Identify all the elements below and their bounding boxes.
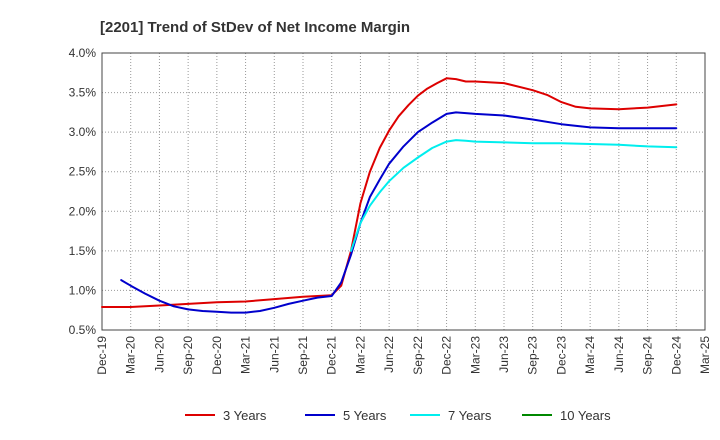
legend-label-10-years: 10 Years (560, 408, 611, 423)
x-tick-label: Sep-21 (296, 336, 310, 375)
x-tick-label: Mar-24 (583, 336, 597, 374)
y-tick-label: 2.5% (69, 165, 97, 179)
x-tick-label: Dec-19 (95, 336, 109, 375)
y-tick-label: 0.5% (69, 323, 97, 337)
grid (102, 53, 705, 330)
legend-label-5-years: 5 Years (343, 408, 387, 423)
x-tick-label: Sep-20 (181, 336, 195, 375)
plot-area (101, 52, 706, 331)
x-tick-label: Mar-20 (124, 336, 138, 374)
series-line-5-years (120, 111, 678, 314)
x-tick-label: Mar-25 (698, 336, 712, 374)
series-line-3-years (101, 77, 678, 308)
x-tick-label: Sep-24 (641, 336, 655, 375)
chart-title: [2201] Trend of StDev of Net Income Marg… (100, 19, 410, 36)
x-tick-label: Jun-24 (612, 336, 626, 373)
series-lines (101, 77, 678, 314)
y-tick-label: 1.0% (69, 283, 97, 297)
y-tick-label: 2.0% (69, 204, 97, 218)
x-axis: Dec-19 Mar-20 Jun-20 Sep-20 Dec-20 Mar-21 Jun-… (95, 336, 712, 375)
y-axis: 0.5% 1.0% 1.5% 2.0% 2.5% 3.0% 3.5% 4.0% (69, 46, 97, 337)
x-tick-label: Jun-20 (152, 336, 166, 373)
legend-label-3-years: 3 Years (223, 408, 267, 423)
x-tick-label: Dec-22 (440, 336, 454, 375)
y-tick-label: 3.0% (69, 125, 97, 139)
x-tick-label: Sep-23 (526, 336, 540, 375)
x-tick-label: Dec-23 (554, 336, 568, 375)
y-tick-label: 1.5% (69, 244, 97, 258)
y-tick-label: 3.5% (69, 86, 97, 100)
x-tick-label: Jun-23 (497, 336, 511, 373)
x-tick-label: Jun-22 (382, 336, 396, 373)
x-tick-label: Dec-20 (210, 336, 224, 375)
x-tick-label: Sep-22 (411, 336, 425, 375)
x-tick-label: Mar-22 (353, 336, 367, 374)
x-tick-label: Dec-24 (669, 336, 683, 375)
legend-label-7-years: 7 Years (448, 408, 492, 423)
x-tick-label: Dec-21 (325, 336, 339, 375)
x-tick-label: Mar-23 (468, 336, 482, 374)
x-tick-label: Mar-21 (239, 336, 253, 374)
y-tick-label: 4.0% (69, 46, 97, 60)
legend: 3 Years 5 Years 7 Years 10 Years (185, 408, 611, 423)
x-tick-label: Jun-21 (267, 336, 281, 373)
series-line-7-years (350, 139, 678, 252)
